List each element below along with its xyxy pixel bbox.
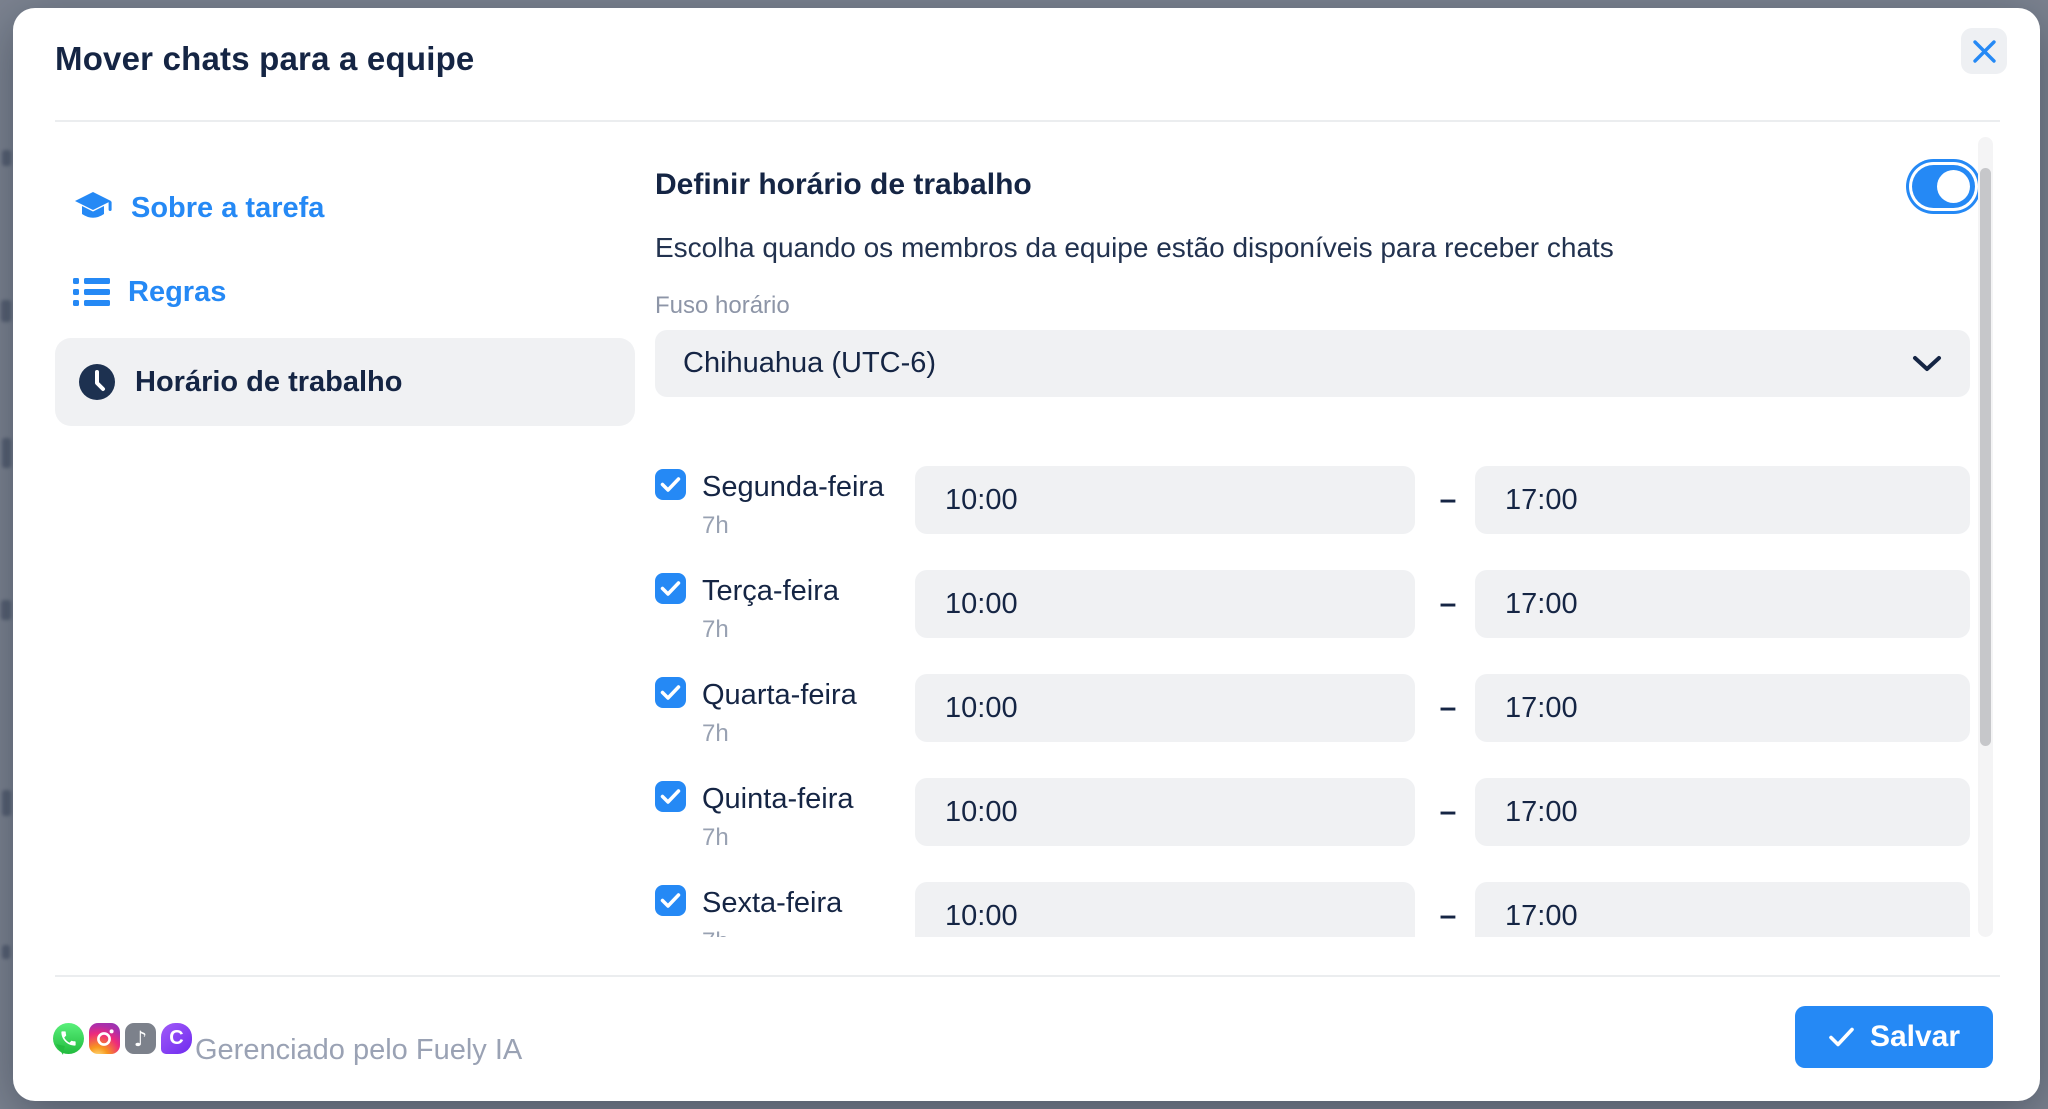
check-icon [660,581,681,596]
day-label: Segunda-feira [702,471,885,503]
end-time-input[interactable]: 17:00 [1475,778,1970,846]
start-time-input[interactable]: 10:00 [915,570,1415,638]
background-fragment [2,438,11,468]
sidebar-item-horario-de-trabalho[interactable]: Horário de trabalho [55,338,635,426]
managed-by-text: Gerenciado pelo Fuely IA [195,1034,523,1066]
day-label: Quarta-feira [702,679,857,711]
move-chats-modal: Mover chats para a equipe Sobre a tarefa [13,8,2040,1101]
time-range-separator: – [1439,691,1457,724]
graduation-cap-icon [73,190,113,226]
sidebar-item-regras[interactable]: Regras [55,260,635,324]
channel-icons: ♪ C [53,1023,192,1054]
end-time-input[interactable]: 17:00 [1475,882,1970,937]
day-row-terca: Terça-feira 7h 10:00 – 17:00 [655,570,1970,643]
day-row-sexta: Sexta-feira 7h 10:00 – 17:00 [655,882,1970,937]
header-divider [55,120,2000,122]
end-time-input[interactable]: 17:00 [1475,466,1970,534]
tiktok-icon: ♪ [125,1023,156,1054]
footer-divider [55,975,2000,977]
start-time-input[interactable]: 10:00 [915,674,1415,742]
timezone-label: Fuso horário [655,292,790,319]
background-fragment [1,300,11,322]
instagram-icon [89,1023,120,1054]
work-hours-toggle[interactable] [1912,165,1975,208]
sidebar-item-label: Regras [128,275,227,308]
day-duration: 7h [702,720,729,747]
start-time-input[interactable]: 10:00 [915,882,1415,937]
background-fragment [2,150,11,166]
scrollbar-thumb[interactable] [1980,168,1991,746]
day-duration: 7h [702,824,729,851]
day-checkbox[interactable] [655,573,686,604]
list-icon [73,276,110,308]
chat-bubble-icon: C [161,1023,192,1054]
day-label: Terça-feira [702,575,839,607]
day-row-quarta: Quarta-feira 7h 10:00 – 17:00 [655,674,1970,747]
modal-title: Mover chats para a equipe [55,40,475,77]
work-hours-heading: Definir horário de trabalho [655,168,1032,201]
timezone-select[interactable]: Chihuahua (UTC-6) [655,330,1970,397]
save-button-label: Salvar [1869,1020,1961,1053]
start-time-input[interactable]: 10:00 [915,466,1415,534]
day-duration: 7h [702,616,729,643]
sidebar-item-sobre-a-tarefa[interactable]: Sobre a tarefa [55,176,635,240]
sidebar-item-label: Horário de trabalho [135,365,403,398]
day-row-segunda: Segunda-feira 7h 10:00 – 17:00 [655,466,1970,539]
time-range-separator: – [1439,483,1457,516]
check-icon [660,789,681,804]
end-time-input[interactable]: 17:00 [1475,674,1970,742]
day-row-quinta: Quinta-feira 7h 10:00 – 17:00 [655,778,1970,851]
chevron-down-icon [1913,355,1941,371]
check-icon [660,477,681,492]
day-checkbox[interactable] [655,469,686,500]
day-checkbox[interactable] [655,781,686,812]
save-button[interactable]: Salvar [1795,1006,1993,1068]
close-icon [1972,39,1996,63]
day-duration: 7h [702,928,729,937]
start-time-input[interactable]: 10:00 [915,778,1415,846]
timezone-value: Chihuahua (UTC-6) [683,347,937,379]
time-range-separator: – [1439,795,1457,828]
end-time-input[interactable]: 17:00 [1475,570,1970,638]
day-label: Quinta-feira [702,783,854,815]
background-fragment [1,600,11,620]
check-icon [660,893,681,908]
clock-icon [77,362,117,402]
work-hours-description: Escolha quando os membros da equipe estã… [655,232,1614,263]
time-range-separator: – [1439,899,1457,932]
day-checkbox[interactable] [655,677,686,708]
sidebar-item-label: Sobre a tarefa [131,191,325,224]
close-button[interactable] [1961,28,2007,74]
check-icon [660,685,681,700]
work-days-list: Segunda-feira 7h 10:00 – 17:00 Terça-fei… [655,458,1970,937]
whatsapp-icon [53,1023,84,1054]
background-fragment [2,945,10,959]
day-checkbox[interactable] [655,885,686,916]
background-fragment [2,790,11,816]
time-range-separator: – [1439,587,1457,620]
day-label: Sexta-feira [702,887,843,919]
check-icon [1829,1027,1854,1047]
toggle-knob [1937,170,1970,203]
content-scrollbar[interactable] [1978,137,1993,937]
day-duration: 7h [702,512,729,539]
